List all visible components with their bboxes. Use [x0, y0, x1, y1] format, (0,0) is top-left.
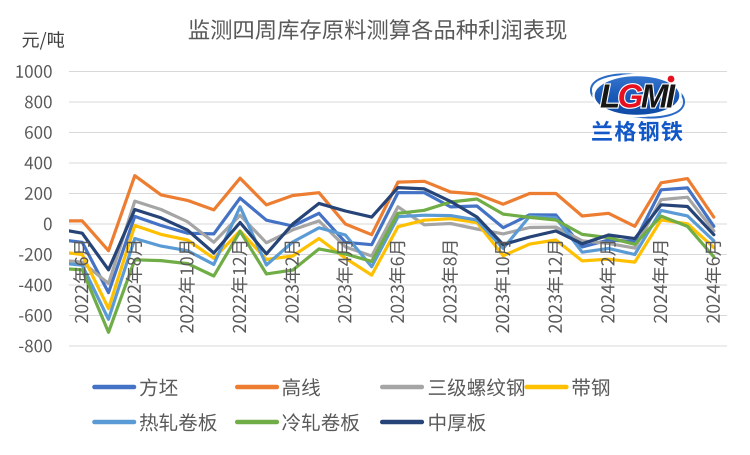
svg-text:LGMI: LGMI — [600, 78, 676, 115]
